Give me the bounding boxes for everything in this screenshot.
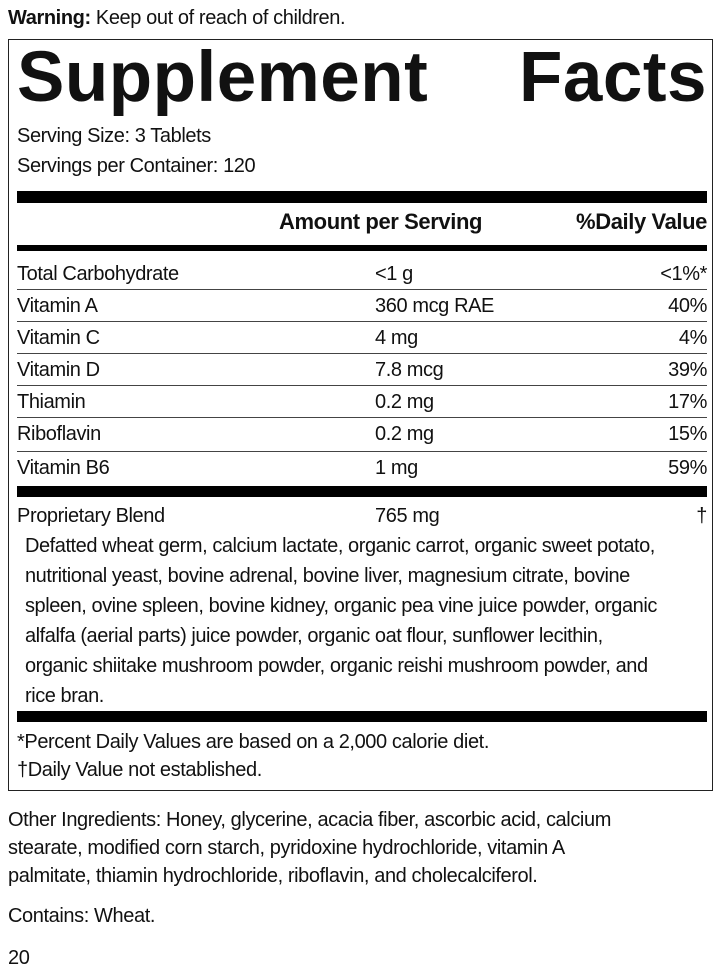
- nutrient-name: Thiamin: [17, 391, 86, 413]
- nutrient-name: Total Carbohydrate: [17, 263, 179, 285]
- footnote: *Percent Daily Values are based on a 2,0…: [17, 731, 489, 753]
- divider-bar: [17, 191, 707, 203]
- nutrient-row: Vitamin D 7.8 mcg 39%: [17, 354, 707, 386]
- nutrient-amount: 360 mcg RAE: [375, 295, 494, 317]
- nutrient-name: Vitamin D: [17, 359, 100, 381]
- allergen-statement: Contains: Wheat.: [8, 905, 156, 927]
- other-ingredients-line: stearate, modified corn starch, pyridoxi…: [8, 837, 565, 859]
- warning-text: Keep out of reach of children.: [90, 7, 346, 29]
- nutrient-amount: 4 mg: [375, 327, 418, 349]
- blend-row: Proprietary Blend 765 mg †: [17, 500, 707, 532]
- nutrient-name: Vitamin B6: [17, 457, 110, 479]
- other-ingredients-line: Other Ingredients: Honey, glycerine, aca…: [8, 809, 611, 831]
- nutrient-dv: 40%: [668, 295, 707, 317]
- blend-ingredients-line: nutritional yeast, bovine adrenal, bovin…: [25, 565, 630, 587]
- nutrient-amount: 0.2 mg: [375, 423, 434, 445]
- nutrient-row: Riboflavin 0.2 mg 15%: [17, 418, 707, 450]
- nutrient-amount: 7.8 mcg: [375, 359, 444, 381]
- nutrient-name: Vitamin C: [17, 327, 100, 349]
- nutrient-amount: <1 g: [375, 263, 413, 285]
- warning-label: Warning:: [8, 7, 91, 29]
- nutrient-row: Vitamin B6 1 mg 59%: [17, 452, 707, 484]
- dv-header: %Daily Value: [576, 209, 707, 234]
- header-row: Amount per Serving %Daily Value: [17, 206, 707, 238]
- panel-title: Supplement Facts: [17, 40, 707, 116]
- nutrient-dv: 59%: [668, 457, 707, 479]
- nutrient-dv: 17%: [668, 391, 707, 413]
- blend-ingredients-line: rice bran.: [25, 685, 104, 707]
- warning: Warning: Keep out of reach of children.: [8, 6, 346, 30]
- page-number: 20: [8, 947, 30, 969]
- title-word: Supplement: [17, 38, 429, 117]
- nutrient-dv: 4%: [678, 327, 708, 349]
- amount-header: Amount per Serving: [279, 209, 483, 234]
- servings-per-container: Servings per Container: 120: [17, 155, 256, 177]
- row-divider: [17, 385, 707, 386]
- other-ingredients-line: palmitate, thiamin hydrochloride, ribofl…: [8, 865, 538, 887]
- row-divider: [17, 289, 707, 290]
- nutrient-amount: 1 mg: [375, 457, 418, 479]
- blend-ingredients-line: Defatted wheat germ, calcium lactate, or…: [25, 535, 655, 557]
- nutrient-name: Vitamin A: [17, 295, 98, 317]
- blend-amount: 765 mg: [375, 505, 440, 527]
- nutrient-row: Vitamin A 360 mcg RAE 40%: [17, 290, 707, 322]
- blend-ingredients-line: spleen, ovine spleen, bovine kidney, org…: [25, 595, 657, 617]
- footnote: †Daily Value not established.: [17, 759, 262, 781]
- nutrient-name: Riboflavin: [17, 423, 101, 445]
- blend-name: Proprietary Blend: [17, 505, 165, 527]
- nutrient-dv: 15%: [668, 423, 707, 445]
- blend-ingredients-line: organic shiitake mushroom powder, organi…: [25, 655, 648, 677]
- blend-ingredients-line: alfalfa (aerial parts) juice powder, org…: [25, 625, 603, 647]
- row-divider: [17, 321, 707, 322]
- nutrient-row: Total Carbohydrate <1 g <1%*: [17, 258, 707, 290]
- title-word: Facts: [519, 38, 707, 117]
- divider-bar: [17, 486, 707, 497]
- nutrient-amount: 0.2 mg: [375, 391, 434, 413]
- row-divider: [17, 417, 707, 418]
- nutrient-row: Thiamin 0.2 mg 17%: [17, 386, 707, 418]
- nutrient-row: Vitamin C 4 mg 4%: [17, 322, 707, 354]
- divider-bar: [17, 245, 707, 251]
- serving-size: Serving Size: 3 Tablets: [17, 125, 211, 147]
- row-divider: [17, 451, 707, 452]
- divider-bar: [17, 711, 707, 722]
- blend-dv: †: [696, 505, 707, 527]
- row-divider: [17, 353, 707, 354]
- nutrient-dv: 39%: [668, 359, 707, 381]
- nutrient-dv: <1%*: [660, 263, 707, 285]
- supplement-facts-panel: Supplement Facts Serving Size: 3 Tablets …: [8, 39, 713, 791]
